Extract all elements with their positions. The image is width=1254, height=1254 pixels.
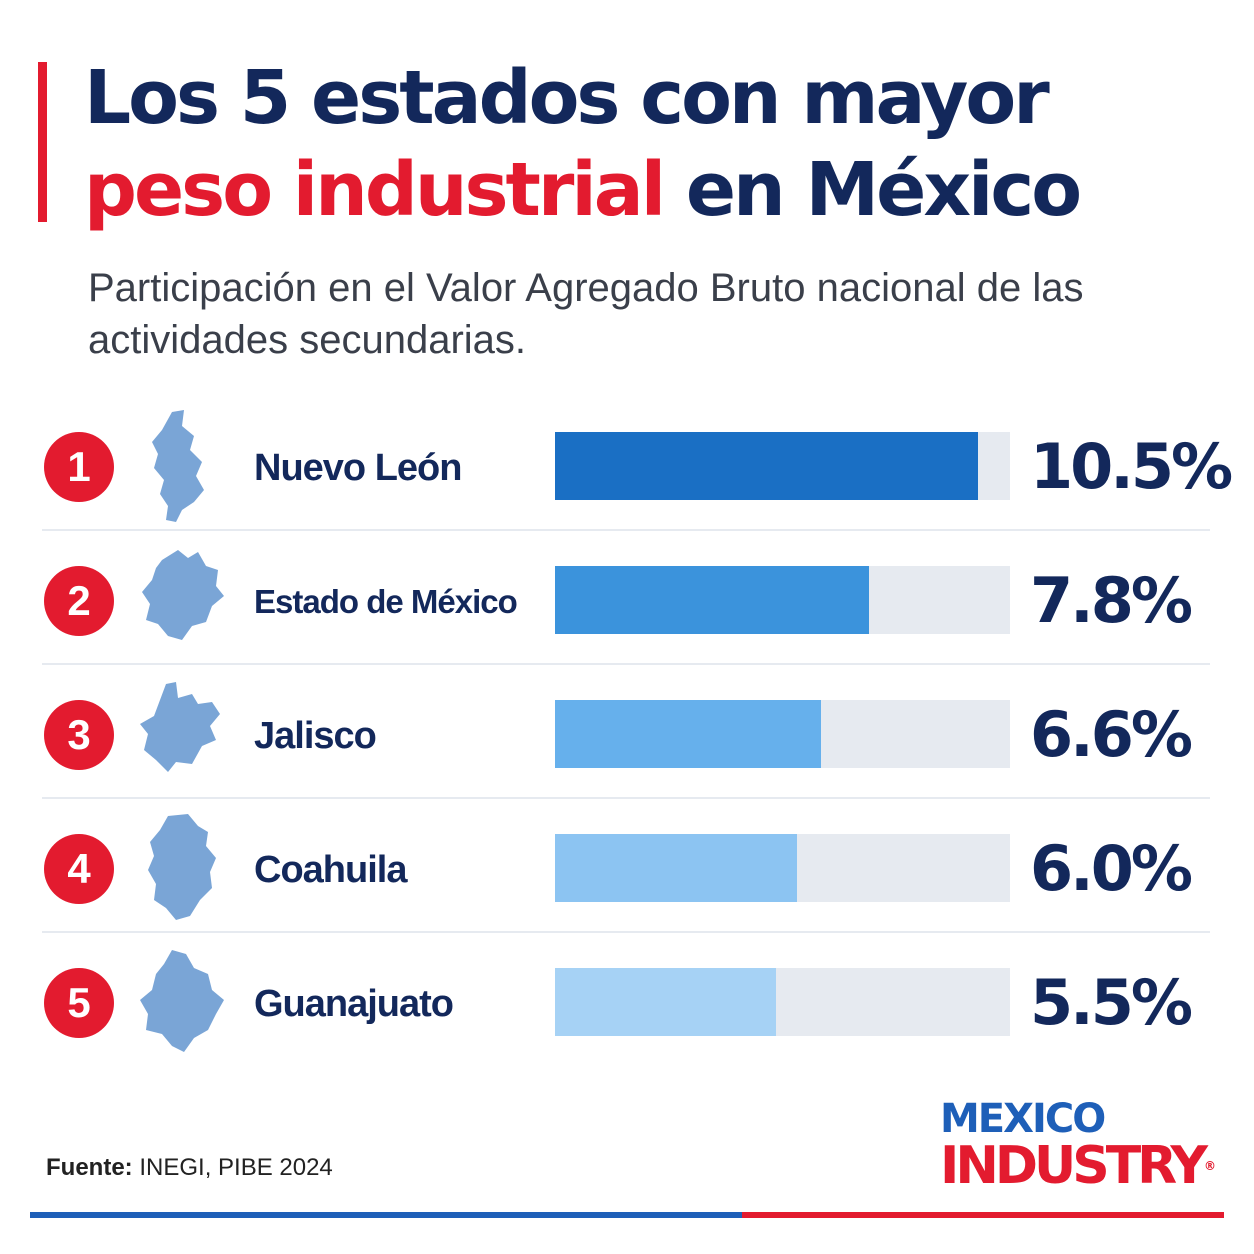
row-separator — [42, 529, 1210, 531]
value-label: 7.8% — [1030, 564, 1193, 637]
title-part1: Los 5 estados con mayor — [84, 55, 1050, 141]
bar-track — [555, 834, 1010, 902]
bar-fill — [555, 700, 821, 768]
source-text: INEGI, PIBE 2024 — [139, 1154, 333, 1181]
row-separator — [42, 797, 1210, 799]
footer-line-blue — [30, 1212, 742, 1218]
title-highlight: peso industrial — [84, 147, 666, 233]
logo-registered-mark: ® — [1204, 1159, 1217, 1173]
chart-row-3: 3 Jalisco 6.6% — [0, 668, 1254, 802]
guanajuato-map-icon — [140, 950, 224, 1052]
bar-fill — [555, 566, 869, 634]
logo-bottom-text: INDUSTRY — [940, 1136, 1208, 1196]
bar-fill — [555, 968, 776, 1036]
bar-track — [555, 700, 1010, 768]
bar-track — [555, 566, 1010, 634]
logo-bottom-row: INDUSTRY® — [940, 1140, 1230, 1192]
value-label: 6.0% — [1030, 832, 1193, 905]
source-label: Fuente: — [46, 1154, 133, 1181]
title-accent-bar — [38, 62, 47, 222]
value-label: 10.5% — [1030, 430, 1233, 503]
state-name-label: Coahuila — [254, 849, 407, 891]
page-subtitle: Participación en el Valor Agregado Bruto… — [88, 266, 1084, 362]
bar-track — [555, 432, 1010, 500]
title-part2: en México — [685, 147, 1082, 233]
chart-row-4: 4 Coahuila 6.0% — [0, 802, 1254, 936]
value-label: 6.6% — [1030, 698, 1193, 771]
jalisco-map-icon — [140, 682, 220, 772]
state-name-label: Estado de México — [254, 583, 518, 620]
rank-badge: 4 — [44, 834, 114, 904]
rank-badge: 3 — [44, 700, 114, 770]
bar-fill — [555, 834, 797, 902]
chart-row-2: 2 Estado de México 7.8% — [0, 534, 1254, 668]
rank-badge: 2 — [44, 566, 114, 636]
nuevo-leon-map-icon — [152, 410, 204, 522]
value-label: 5.5% — [1030, 966, 1193, 1039]
chart-row-1: 1 Nuevo León 10.5% — [0, 400, 1254, 534]
state-name-label: Jalisco — [254, 715, 377, 757]
estado-de-mexico-map-icon — [142, 550, 224, 640]
rank-badge: 1 — [44, 432, 114, 502]
chart-row-5: 5 Guanajuato 5.5% — [0, 936, 1254, 1070]
footer-line-red — [742, 1212, 1224, 1218]
page-title: Los 5 estados con mayor peso industrial … — [84, 52, 1234, 236]
row-separator — [42, 931, 1210, 933]
state-name-label: Nuevo León — [254, 447, 462, 489]
bar-track — [555, 968, 1010, 1036]
state-name-label: Guanajuato — [254, 983, 454, 1025]
rank-badge: 5 — [44, 968, 114, 1038]
brand-logo: MEXICO INDUSTRY® — [940, 1098, 1230, 1192]
coahuila-map-icon — [148, 814, 216, 920]
row-separator — [42, 663, 1210, 665]
source-note: Fuente: INEGI, PIBE 2024 — [46, 1154, 333, 1182]
logo-top-text: MEXICO — [940, 1096, 1106, 1142]
bar-fill — [555, 432, 978, 500]
